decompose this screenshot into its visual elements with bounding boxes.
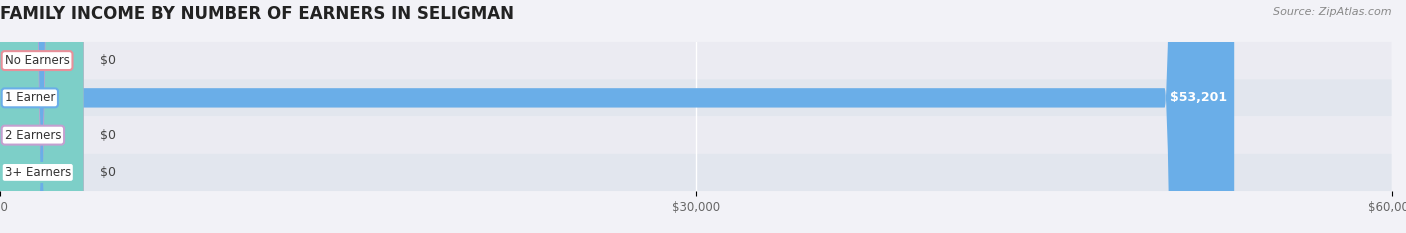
Text: 1 Earner: 1 Earner	[4, 91, 55, 104]
Text: No Earners: No Earners	[4, 54, 69, 67]
Text: Source: ZipAtlas.com: Source: ZipAtlas.com	[1274, 7, 1392, 17]
Text: $0: $0	[100, 54, 117, 67]
Text: 3+ Earners: 3+ Earners	[4, 166, 70, 179]
FancyBboxPatch shape	[0, 154, 1392, 191]
Text: $0: $0	[100, 166, 117, 179]
FancyBboxPatch shape	[0, 79, 1392, 116]
Text: FAMILY INCOME BY NUMBER OF EARNERS IN SELIGMAN: FAMILY INCOME BY NUMBER OF EARNERS IN SE…	[0, 5, 515, 23]
FancyBboxPatch shape	[0, 0, 83, 233]
Text: $53,201: $53,201	[1170, 91, 1227, 104]
FancyBboxPatch shape	[0, 0, 1234, 233]
Text: 2 Earners: 2 Earners	[4, 129, 60, 142]
FancyBboxPatch shape	[0, 0, 83, 233]
Text: $0: $0	[100, 129, 117, 142]
FancyBboxPatch shape	[0, 116, 1392, 154]
FancyBboxPatch shape	[0, 0, 83, 233]
FancyBboxPatch shape	[0, 42, 1392, 79]
